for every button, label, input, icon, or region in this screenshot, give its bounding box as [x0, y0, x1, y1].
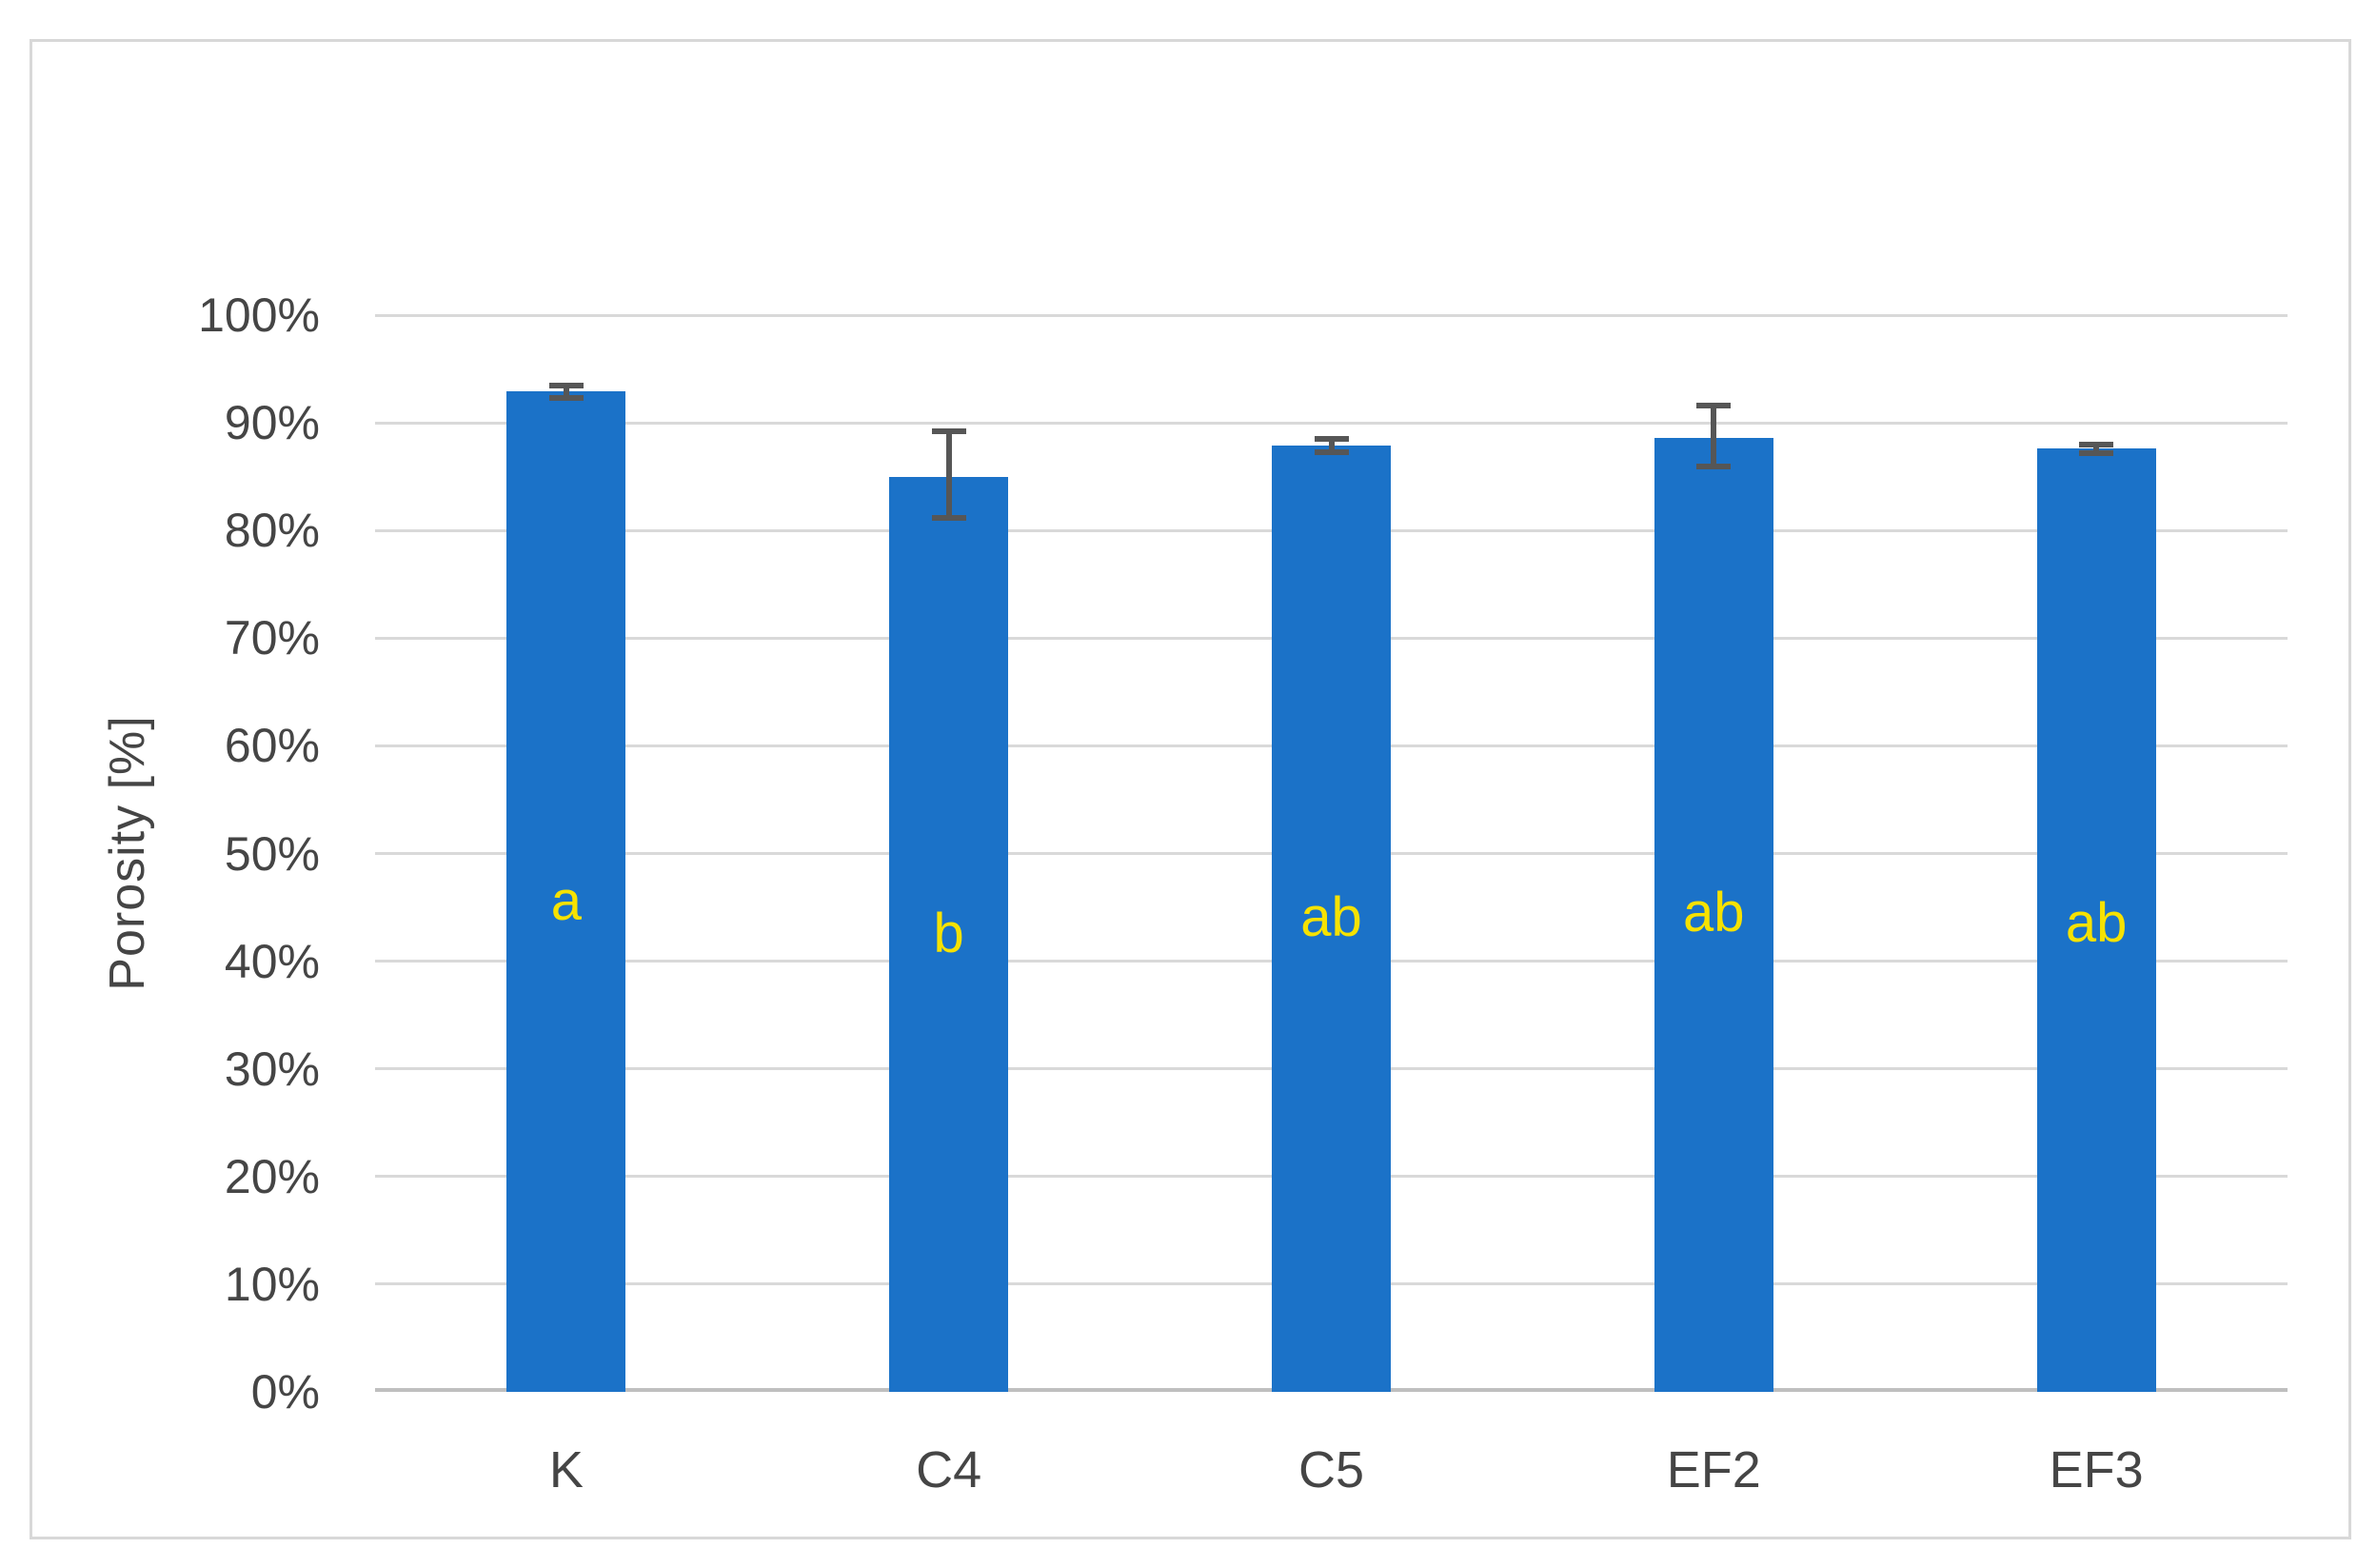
bar-K — [506, 391, 626, 1392]
x-category-label-C4: C4 — [916, 1441, 982, 1499]
error-bar-cap-bottom-EF3 — [2079, 449, 2114, 456]
y-tick-label-0: 0% — [250, 1365, 320, 1419]
significance-letter-EF2: ab — [1683, 881, 1745, 943]
y-tick-label-20: 20% — [224, 1149, 320, 1203]
error-bar-cap-top-K — [548, 382, 584, 388]
bar-C4 — [889, 476, 1009, 1392]
error-bar-cap-bottom-EF2 — [1696, 464, 1732, 470]
x-category-label-EF2: EF2 — [1666, 1441, 1761, 1499]
y-tick-label-50: 50% — [224, 826, 320, 881]
x-category-label-C5: C5 — [1297, 1441, 1365, 1499]
x-category-label-EF3: EF3 — [2049, 1441, 2144, 1499]
bar-EF2 — [1654, 437, 1773, 1392]
error-bar-whisker-EF2 — [1711, 406, 1717, 467]
y-tick-label-90: 90% — [224, 396, 320, 450]
error-bar-cap-bottom-C5 — [1314, 448, 1349, 455]
error-bar-whisker-EF3 — [2093, 444, 2100, 453]
significance-letter-C4: b — [933, 903, 964, 965]
bar-EF3 — [2036, 448, 2156, 1392]
error-bar-whisker-K — [563, 385, 569, 399]
gridline-100 — [375, 313, 2288, 317]
y-tick-label-70: 70% — [224, 611, 320, 665]
error-bar-cap-top-EF2 — [1696, 403, 1732, 408]
significance-letter-EF3: ab — [2065, 892, 2128, 954]
error-bar-cap-top-C4 — [931, 428, 966, 435]
error-bar-cap-top-C5 — [1314, 436, 1349, 443]
plot-area: a b ab ab ab — [375, 313, 2288, 1392]
error-bar-cap-top-EF3 — [2079, 441, 2114, 447]
bar-C5 — [1272, 445, 1391, 1392]
y-tick-label-60: 60% — [224, 719, 320, 773]
error-bar-cap-bottom-K — [548, 395, 584, 402]
error-bar-cap-bottom-C4 — [931, 514, 966, 521]
gridline-90 — [375, 421, 2288, 425]
chart-container: Porosity [%] 0% 10% 20% 30% 40% 50% 60% 70% 80% 9… — [30, 39, 2351, 1539]
significance-letter-C5: ab — [1300, 886, 1362, 949]
error-bar-whisker-C4 — [945, 431, 952, 518]
y-tick-label-100: 100% — [198, 288, 320, 342]
y-tick-label-40: 40% — [224, 934, 320, 988]
error-bar-whisker-C5 — [1328, 439, 1335, 452]
y-tick-label-30: 30% — [224, 1042, 320, 1096]
significance-letter-K: a — [550, 870, 583, 933]
x-category-label-K: K — [548, 1441, 584, 1499]
y-tick-label-80: 80% — [224, 504, 320, 558]
y-tick-label-10: 10% — [224, 1257, 320, 1311]
